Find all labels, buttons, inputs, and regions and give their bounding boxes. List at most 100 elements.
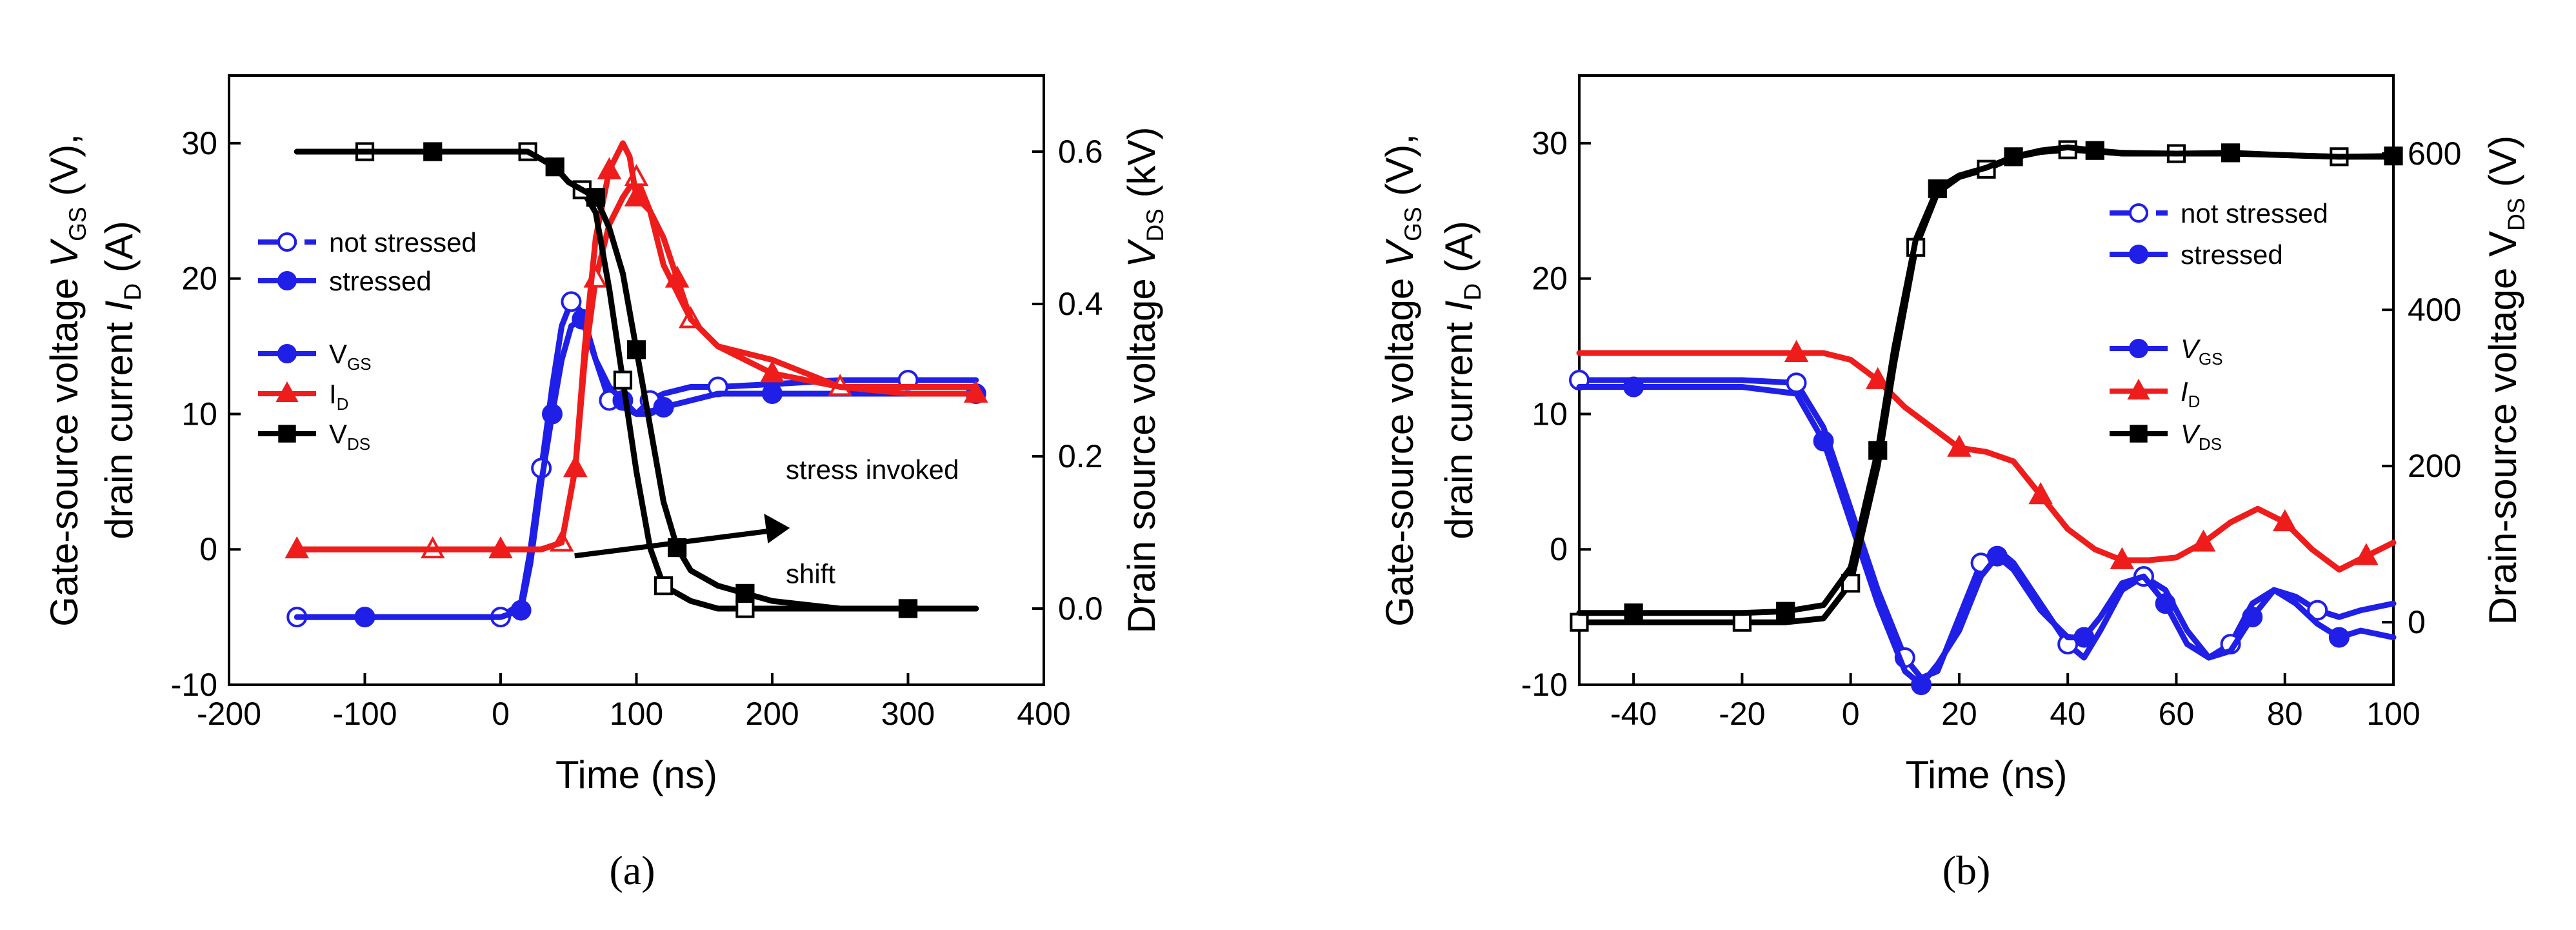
data-point (285, 536, 310, 559)
y-axis-title-line2: drain current ID (A) (97, 221, 146, 540)
y2-tick-label: 400 (2408, 292, 2461, 328)
legend-marker (2129, 203, 2148, 223)
x-tick-label: 100 (2366, 696, 2420, 732)
data-point (1868, 441, 1888, 460)
x-tick-label: 80 (2267, 696, 2303, 732)
data-point (541, 403, 563, 425)
y2-tick-label: 0 (2408, 604, 2426, 640)
data-point (1986, 545, 2008, 567)
data-point (1786, 372, 1807, 394)
chart-panel-a: -200 -100 0 100 200 300 400-1001020300.00.20.4… (43, 74, 1168, 893)
legend-marker (2130, 425, 2148, 443)
legend-label: VDS (2181, 419, 2222, 454)
data-point (2242, 607, 2263, 628)
legend-marker (278, 425, 296, 443)
data-point (664, 265, 690, 288)
data-point (2073, 627, 2095, 648)
x-tick-label: -100 (332, 696, 397, 732)
y-tick-label: 0 (1550, 531, 1568, 567)
x-tick-label: 100 (610, 696, 663, 732)
x-tick-label: 0 (492, 696, 510, 732)
annotation-text-line1: stress invoked (786, 454, 959, 485)
y-tick-label: 10 (1532, 396, 1568, 432)
data-point (2028, 482, 2053, 505)
panel-caption: (a) (609, 847, 655, 893)
data-point (1947, 434, 1972, 457)
data-point (1776, 601, 1795, 621)
data-point (653, 396, 674, 418)
data-point (626, 340, 646, 359)
legend-label: ID (329, 379, 348, 414)
data-point (563, 455, 588, 478)
legend-marker (277, 232, 297, 252)
data-point (510, 600, 532, 621)
x-tick-label: -40 (1610, 696, 1657, 732)
data-point (760, 360, 784, 383)
y-tick-label: -10 (1521, 667, 1568, 703)
x-axis-title: Time (ns) (1905, 753, 2067, 796)
y-tick-label: 30 (1532, 125, 1568, 161)
y2-tick-label: 0.6 (1058, 134, 1103, 170)
data-point (1865, 367, 1890, 389)
data-point (2191, 529, 2216, 552)
legend-label: stressed (2181, 239, 2283, 270)
data-point (735, 599, 755, 618)
data-point (2110, 547, 2135, 569)
data-point (1928, 179, 1947, 199)
series-vds-stressed (294, 142, 979, 618)
data-point (963, 380, 988, 403)
y-axis-title-line1: Gate-source voltage VGS (V), (1378, 134, 1426, 627)
x-tick-label: 0 (1842, 696, 1860, 732)
data-point (2384, 147, 2403, 166)
data-point (2004, 147, 2023, 167)
x-tick-label: 300 (881, 696, 935, 732)
y-axis-title-line2: drain current ID (A) (1437, 221, 1486, 540)
legend-marker (2129, 245, 2148, 264)
data-point (2307, 600, 2328, 621)
annotation-text-line2: shift (786, 559, 835, 589)
series-id-stressed (1576, 339, 2397, 573)
data-point (1784, 339, 1809, 362)
data-point (2221, 143, 2241, 163)
legend-label: stressed (329, 266, 432, 296)
series-line (1576, 144, 2397, 616)
data-point (597, 157, 622, 179)
series-line (1576, 377, 2397, 681)
x-tick-label: 20 (1941, 696, 1977, 732)
data-point (561, 291, 582, 312)
data-point (1813, 430, 1834, 452)
legend-marker (2129, 339, 2148, 358)
data-point (1911, 674, 1932, 695)
data-point (1623, 376, 1644, 398)
x-tick-label: 400 (1017, 696, 1070, 732)
y-tick-label: -10 (171, 667, 217, 703)
y-axis-title-line1: Gate-source voltage VGS (V), (43, 134, 91, 627)
data-point (624, 184, 649, 207)
y-tick-label: 30 (181, 125, 217, 161)
y-tick-label: 20 (181, 261, 217, 297)
series-line (1576, 384, 2397, 688)
legend-marker (275, 381, 299, 403)
data-point (613, 370, 633, 390)
y2-axis-title: Drain-source voltage VDS (V) (2481, 136, 2530, 625)
y2-tick-label: 0.0 (1058, 591, 1103, 627)
legend-label: VDS (329, 419, 370, 454)
x-tick-label: -20 (1719, 696, 1765, 732)
data-point (735, 583, 755, 603)
legend-marker (2127, 378, 2150, 400)
annotation-arrow-head (764, 513, 790, 543)
y2-tick-label: 0.4 (1058, 286, 1103, 322)
x-tick-label: 200 (745, 696, 799, 732)
legend-label: VGS (2181, 334, 2223, 369)
panel-caption: (b) (1942, 847, 1991, 893)
data-point (654, 576, 674, 596)
y-tick-label: 0 (199, 531, 217, 567)
data-point (898, 599, 918, 618)
data-point (1624, 603, 1643, 623)
series-vgs-not-stressed (1569, 370, 2397, 681)
data-point (2085, 141, 2104, 160)
data-point (488, 536, 513, 559)
data-point (545, 157, 564, 177)
data-point (2354, 543, 2379, 565)
